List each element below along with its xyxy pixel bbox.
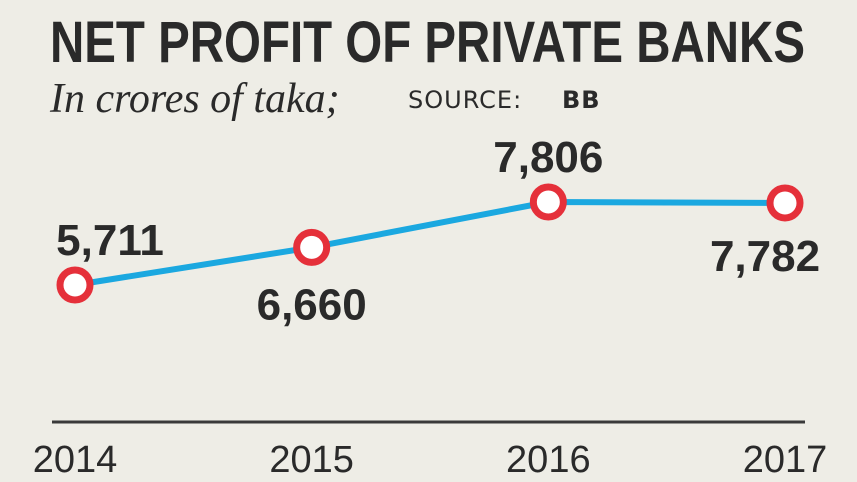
value-label: 7,782 <box>710 232 820 281</box>
chart-title: NET PROFIT OF PRIVATE BANKS <box>50 10 805 75</box>
value-label: 5,711 <box>56 216 164 265</box>
marker <box>293 228 331 266</box>
x-tick-label: 2017 <box>743 439 828 481</box>
subtitle: In crores of taka; <box>49 76 340 122</box>
source-label: SOURCE: <box>408 86 522 114</box>
x-tick-label: 2015 <box>269 439 354 481</box>
data-line <box>74 198 786 288</box>
marker <box>766 184 804 222</box>
x-tick-label: 2014 <box>33 439 118 481</box>
value-label: 6,660 <box>257 280 367 329</box>
marker <box>529 183 567 221</box>
x-tick-label: 2016 <box>506 439 591 481</box>
value-label: 7,806 <box>493 133 603 182</box>
source: BB <box>562 86 601 114</box>
marker <box>56 266 94 304</box>
